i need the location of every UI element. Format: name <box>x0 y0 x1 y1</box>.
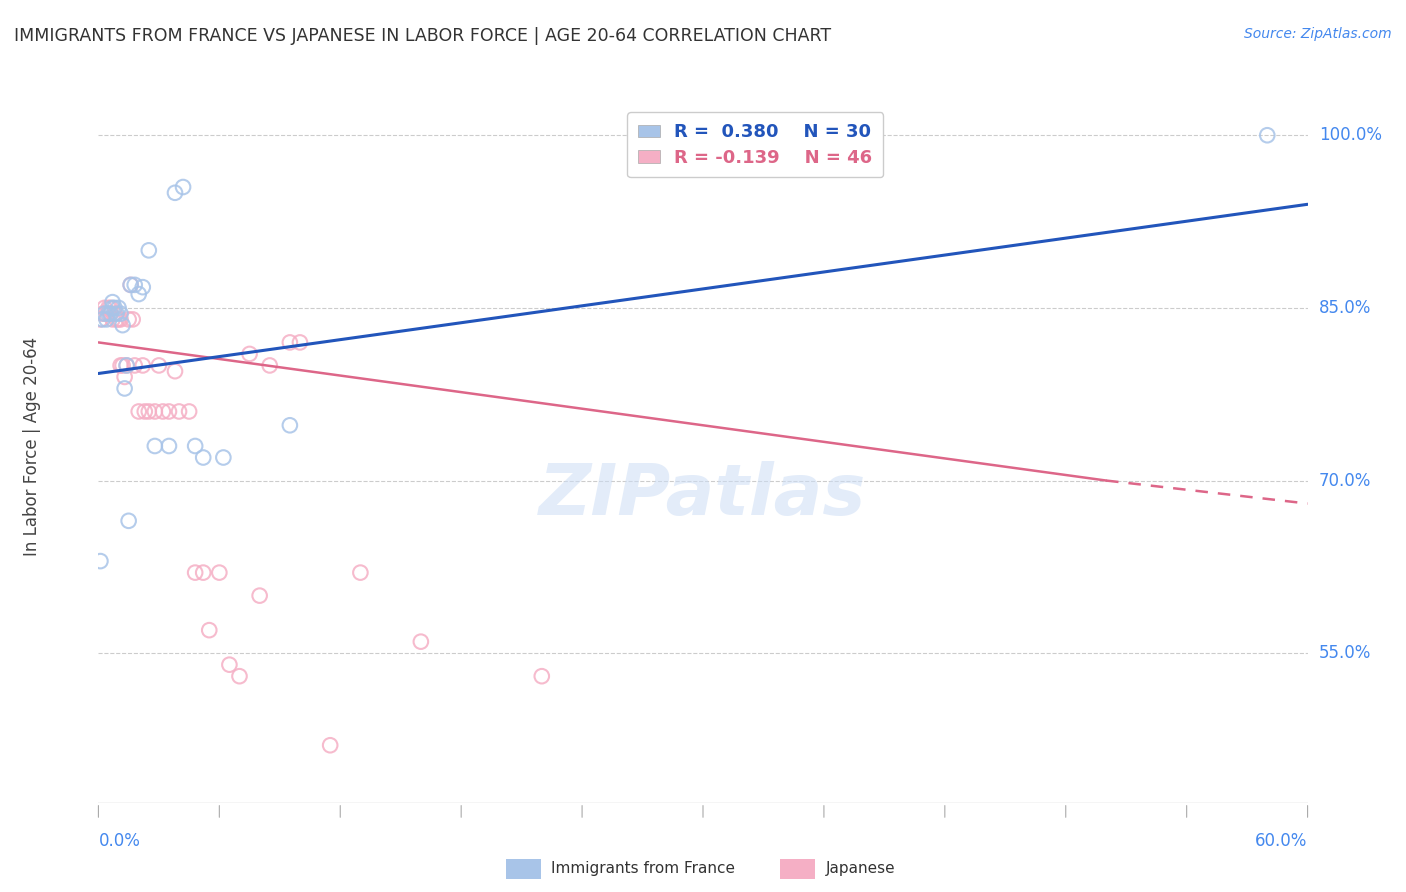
Text: Source: ZipAtlas.com: Source: ZipAtlas.com <box>1244 27 1392 41</box>
Point <box>184 566 207 580</box>
Point <box>530 669 553 683</box>
Text: 100.0%: 100.0% <box>1319 127 1382 145</box>
Point <box>120 277 142 292</box>
Point <box>118 312 141 326</box>
Point <box>118 514 141 528</box>
Point <box>208 566 231 580</box>
Point <box>278 335 301 350</box>
Point <box>110 307 132 321</box>
Point <box>93 301 115 315</box>
Text: Japanese: Japanese <box>825 862 896 876</box>
Text: In Labor Force | Age 20-64: In Labor Force | Age 20-64 <box>22 336 41 556</box>
Point <box>115 359 138 373</box>
Point <box>128 404 150 418</box>
Point <box>128 287 150 301</box>
Point <box>114 381 136 395</box>
Point <box>120 277 142 292</box>
Point <box>96 307 118 321</box>
Text: 55.0%: 55.0% <box>1319 644 1371 662</box>
Point <box>111 359 134 373</box>
Point <box>100 307 122 321</box>
Point <box>89 554 111 568</box>
Point <box>288 335 311 350</box>
Point <box>103 301 125 315</box>
Point <box>138 244 160 258</box>
Point <box>97 301 120 315</box>
Point <box>124 277 146 292</box>
Point <box>228 669 250 683</box>
Point <box>105 312 128 326</box>
Legend: R =  0.380    N = 30, R = -0.139    N = 46: R = 0.380 N = 30, R = -0.139 N = 46 <box>627 112 883 178</box>
Point <box>100 307 122 321</box>
Point <box>409 634 432 648</box>
Point <box>101 301 124 315</box>
Point <box>184 439 207 453</box>
Point <box>177 404 201 418</box>
Point <box>101 312 124 326</box>
Point <box>249 589 271 603</box>
Point <box>132 359 155 373</box>
Point <box>239 347 262 361</box>
Point <box>1256 128 1278 143</box>
Point <box>349 566 371 580</box>
Point <box>163 186 186 200</box>
Text: 85.0%: 85.0% <box>1319 299 1371 317</box>
Point <box>218 657 240 672</box>
Point <box>198 623 221 637</box>
Point <box>134 404 156 418</box>
Point <box>96 312 118 326</box>
Point <box>101 295 124 310</box>
Point <box>93 307 115 321</box>
Point <box>132 280 155 294</box>
Point <box>91 312 114 326</box>
Point <box>97 307 120 321</box>
Point <box>172 180 194 194</box>
Point <box>143 439 166 453</box>
Point <box>110 312 132 326</box>
Point <box>91 307 114 321</box>
Point <box>103 307 125 321</box>
Point <box>110 359 132 373</box>
Text: 60.0%: 60.0% <box>1256 831 1308 849</box>
Text: Immigrants from France: Immigrants from France <box>551 862 735 876</box>
Point <box>167 404 190 418</box>
Point <box>89 312 111 326</box>
Point <box>193 566 215 580</box>
Point <box>152 404 174 418</box>
Point <box>319 738 342 752</box>
Text: IMMIGRANTS FROM FRANCE VS JAPANESE IN LABOR FORCE | AGE 20-64 CORRELATION CHART: IMMIGRANTS FROM FRANCE VS JAPANESE IN LA… <box>14 27 831 45</box>
Point <box>193 450 215 465</box>
Point <box>114 370 136 384</box>
Point <box>157 439 180 453</box>
Point <box>105 307 128 321</box>
Point <box>100 301 122 315</box>
Point <box>143 404 166 418</box>
Text: 70.0%: 70.0% <box>1319 472 1371 490</box>
Point <box>138 404 160 418</box>
Point <box>278 418 301 433</box>
Point <box>107 301 129 315</box>
Text: 0.0%: 0.0% <box>98 831 141 849</box>
Point <box>163 364 186 378</box>
Point <box>212 450 235 465</box>
Point <box>124 359 146 373</box>
Point <box>259 359 281 373</box>
Point <box>121 312 143 326</box>
Text: ZIPatlas: ZIPatlas <box>540 461 866 531</box>
Point <box>115 359 138 373</box>
Point <box>111 318 134 333</box>
Point <box>107 312 129 326</box>
Point <box>148 359 170 373</box>
Point <box>157 404 180 418</box>
